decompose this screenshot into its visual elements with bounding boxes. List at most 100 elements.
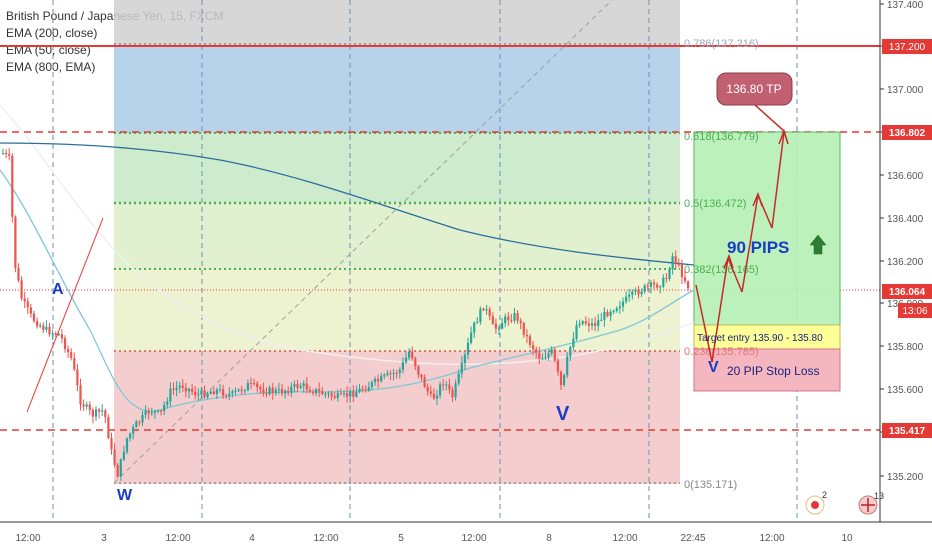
candle-body — [175, 387, 178, 390]
candle-body — [578, 323, 581, 326]
price-badge-stop-text: 135.417 — [889, 426, 926, 437]
fib-zone-green1 — [114, 133, 680, 203]
candle-body — [463, 354, 466, 363]
candle-body — [386, 373, 389, 376]
price-tick-label: 137.400 — [887, 0, 924, 11]
time-axis[interactable]: 12:00 3 12:00 4 12:00 5 12:00 8 12:00 22:45 12:00 1… — [0, 521, 932, 550]
candle-body — [618, 306, 621, 309]
candle-body — [547, 353, 550, 358]
candle-body — [203, 390, 206, 398]
candle-body — [42, 325, 45, 330]
candle-body — [274, 389, 277, 393]
candle-body — [392, 372, 395, 375]
candle-body — [172, 388, 175, 390]
candle-body — [268, 387, 271, 395]
candle-body — [23, 298, 26, 302]
candle-body — [63, 338, 67, 350]
candle-body — [280, 389, 284, 394]
fib-zone-yellow — [114, 269, 680, 351]
ema-200-legend[interactable]: EMA (200, close) — [6, 26, 98, 40]
tp-callout[interactable]: 136.80 TP — [716, 72, 793, 106]
candle-body — [395, 372, 398, 374]
notification-icon[interactable]: 2 — [805, 490, 827, 515]
candle-body — [435, 395, 439, 399]
fib-zones — [114, 0, 680, 484]
candle-body — [497, 328, 501, 330]
candle-body — [98, 409, 101, 412]
candle-body — [423, 377, 426, 387]
candle-body — [504, 316, 507, 324]
candle-body — [454, 383, 457, 398]
time-tick-label: 5 — [398, 533, 404, 544]
countdown-badge-text: 13:06 — [902, 306, 927, 317]
candle-body — [513, 313, 516, 321]
price-tick-label: 136.400 — [887, 214, 924, 225]
candle-body — [569, 347, 572, 357]
candle-body — [401, 362, 404, 370]
candle-body — [550, 349, 553, 354]
candle-body — [94, 409, 98, 417]
price-axis[interactable]: 137.400137.200137.000136.800136.600136.4… — [879, 0, 932, 522]
candle-body — [476, 321, 479, 323]
price-tick-label: 137.000 — [887, 85, 924, 96]
candle-body — [88, 404, 91, 410]
candle-body — [234, 390, 237, 392]
candle-body — [184, 387, 187, 392]
candle-body — [445, 384, 448, 386]
candle-body — [584, 321, 587, 324]
candle-body — [491, 316, 494, 324]
ema-800-legend[interactable]: EMA (800, EMA) — [6, 60, 96, 74]
price-tick-label: 135.200 — [887, 472, 924, 483]
fib-label-0: 0(135.171) — [684, 479, 737, 491]
price-badge-current — [882, 284, 932, 299]
long-position-tool[interactable] — [693, 131, 841, 392]
countdown-badge — [898, 303, 932, 318]
pips-label: 90 PIPS — [727, 238, 789, 257]
candle-body — [612, 311, 615, 313]
candle-body — [559, 371, 563, 385]
time-tick-label: 12:00 — [461, 533, 486, 544]
candle-body — [426, 386, 429, 392]
candle-body — [556, 360, 559, 372]
candle-body — [218, 389, 222, 391]
price-badge-current-text: 136.064 — [889, 287, 926, 298]
candle-body — [367, 387, 370, 391]
candle-body — [587, 323, 590, 326]
arrow-up-icon — [809, 234, 827, 255]
candle-body — [321, 391, 324, 395]
candle-body — [156, 410, 160, 412]
candle-body — [488, 309, 491, 317]
candle-body — [153, 411, 156, 413]
fib-levels — [114, 43, 680, 484]
flag-icon[interactable]: 13 — [858, 491, 884, 515]
candle-body — [525, 334, 528, 337]
price-tick-label: 135.600 — [887, 385, 924, 396]
candle-body — [200, 390, 203, 395]
candle-body — [246, 382, 249, 391]
candle-body — [290, 386, 293, 393]
candle-body — [572, 338, 575, 348]
candle-body — [336, 393, 339, 398]
candle-body — [417, 366, 420, 375]
projection-arrows — [695, 104, 789, 363]
candle-body — [448, 384, 451, 390]
candle-body — [51, 333, 54, 335]
candle-body — [370, 382, 373, 388]
candle-body — [54, 333, 57, 335]
candle-body — [420, 374, 423, 378]
candle-body — [628, 294, 631, 297]
candle-body — [122, 451, 125, 460]
candle-body — [144, 410, 147, 415]
candle-body — [621, 301, 625, 307]
candle-body — [129, 433, 132, 439]
candle-body — [522, 322, 525, 335]
label-a: A — [52, 281, 64, 298]
candle-body — [197, 394, 200, 396]
candle-body — [625, 296, 628, 302]
candle-body — [277, 389, 280, 391]
candle-body — [17, 268, 20, 281]
candle-body — [408, 351, 411, 358]
candle-body — [457, 373, 460, 384]
candle-body — [67, 349, 70, 352]
